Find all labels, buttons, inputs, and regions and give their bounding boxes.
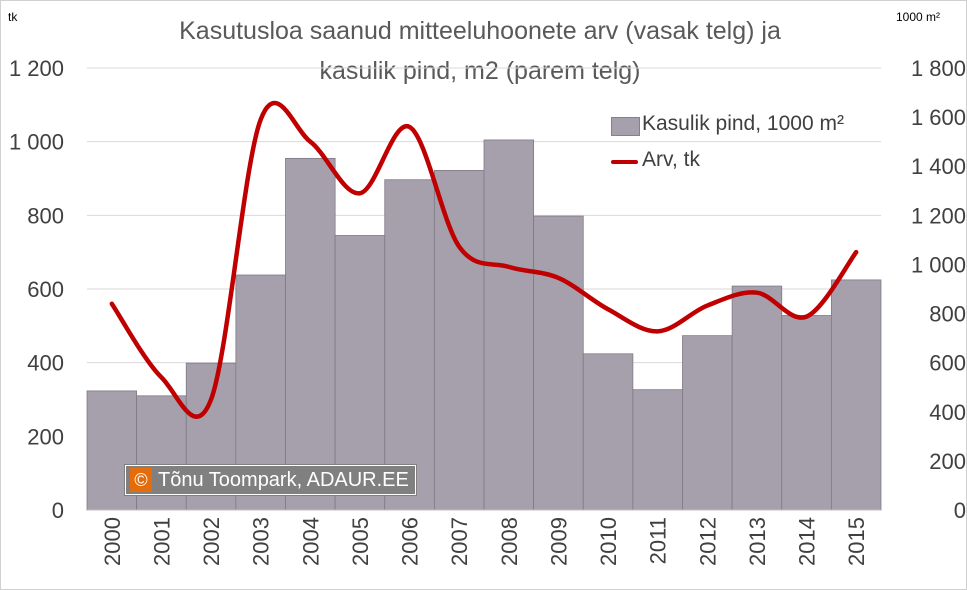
x-tick-label-2003: 2003 xyxy=(249,517,274,566)
x-tick-label-2002: 2002 xyxy=(199,517,224,566)
copyright-text: Tõnu Toompark, ADAUR.EE xyxy=(158,469,409,491)
bar-2015 xyxy=(830,279,882,511)
legend-line-swatch xyxy=(611,160,638,164)
right-tick-label-4: 800 xyxy=(929,302,966,327)
left-tick-label-1: 200 xyxy=(27,424,64,449)
right-tick-label-0: 0 xyxy=(954,498,966,523)
x-tick-label-2011: 2011 xyxy=(646,517,671,564)
line-series-arv xyxy=(109,100,859,419)
x-tick-label-2001: 2001 xyxy=(149,517,174,566)
legend-label-line: Arv, tk xyxy=(642,148,700,171)
right-tick-label-1: 200 xyxy=(929,449,966,474)
x-tick-label-2015: 2015 xyxy=(844,517,869,566)
left-tick-label-2: 400 xyxy=(27,351,64,376)
x-tick-label-2004: 2004 xyxy=(298,517,323,566)
left-tick-label-6: 1 200 xyxy=(9,56,64,81)
x-tick-label-2009: 2009 xyxy=(546,517,571,566)
x-tick-label-2010: 2010 xyxy=(596,517,621,566)
bar-2004 xyxy=(285,157,336,511)
x-tick-label-2007: 2007 xyxy=(447,517,472,566)
chart-title-line1: Kasutusloa saanud mitteeluhoonete arv (v… xyxy=(179,17,781,45)
copyright-icon: © xyxy=(130,468,152,492)
copyright-watermark: © Tõnu Toompark, ADAUR.EE xyxy=(124,464,417,496)
x-tick-label-2013: 2013 xyxy=(745,517,770,566)
bar-2009 xyxy=(533,215,584,511)
bar-2008 xyxy=(483,139,535,511)
right-tick-label-9: 1 800 xyxy=(911,56,966,81)
right-tick-label-7: 1 400 xyxy=(911,154,966,179)
bar-2011 xyxy=(632,389,683,511)
right-tick-label-6: 1 200 xyxy=(911,203,966,228)
right-tick-label-3: 600 xyxy=(929,351,966,376)
left-tick-label-0: 0 xyxy=(52,498,64,523)
x-tick-label-2012: 2012 xyxy=(695,517,720,566)
chart-title-line2: kasulik pind, m2 (parem telg) xyxy=(319,57,641,85)
legend-label-bars: Kasulik pind, 1000 m² xyxy=(642,112,844,135)
right-tick-label-8: 1 600 xyxy=(911,105,966,130)
bar-2006 xyxy=(384,179,435,511)
x-tick-label-2000: 2000 xyxy=(100,517,125,566)
left-axis-unit: tk xyxy=(8,10,18,24)
bar-2007 xyxy=(433,169,485,511)
bar-2005 xyxy=(334,235,386,511)
x-tick-label-2006: 2006 xyxy=(398,517,423,566)
right-tick-label-5: 1 000 xyxy=(911,252,966,277)
left-tick-label-3: 600 xyxy=(27,277,64,302)
left-tick-label-4: 800 xyxy=(27,203,64,228)
bar-2013 xyxy=(731,285,783,511)
right-tick-label-2: 400 xyxy=(929,400,966,425)
x-tick-label-2005: 2005 xyxy=(348,517,373,566)
x-tick-label-2008: 2008 xyxy=(497,517,522,566)
right-axis-unit: 1000 m² xyxy=(896,10,941,24)
left-tick-label-5: 1 000 xyxy=(9,130,64,155)
bar-2010 xyxy=(582,353,634,511)
x-tick-label-2014: 2014 xyxy=(795,517,820,566)
bar-2014 xyxy=(781,315,832,511)
bar-2012 xyxy=(682,335,733,511)
legend-bar-swatch xyxy=(611,117,640,136)
